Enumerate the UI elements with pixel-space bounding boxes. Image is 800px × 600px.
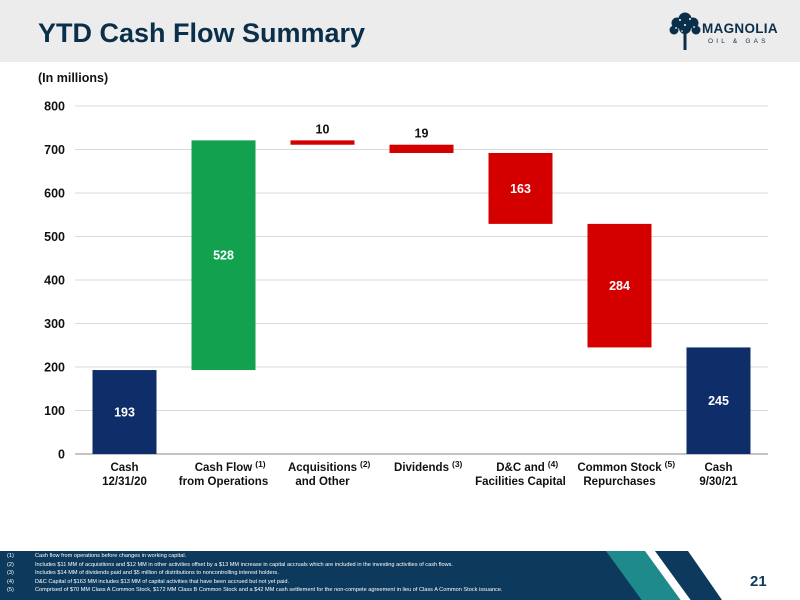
company-logo: MAGNOLIA OIL & GAS	[668, 10, 783, 54]
bar	[587, 223, 652, 348]
bar	[686, 347, 751, 454]
page-title: YTD Cash Flow Summary	[38, 18, 366, 48]
footnote-marker: (4)	[548, 459, 559, 469]
footnotes: (1) Cash flow from operations before chan…	[7, 552, 637, 595]
footnote: (1) Cash flow from operations before chan…	[7, 553, 187, 559]
category-label: 12/31/20	[102, 476, 147, 488]
footnote-marker: (2)	[360, 459, 371, 469]
data-label: 245	[708, 394, 729, 408]
category-label: Cash	[110, 462, 138, 474]
y-tick-label: 400	[44, 274, 65, 288]
footnote: (2) Includes $11 MM of acquisitions and $…	[7, 561, 453, 568]
y-tick-label: 0	[58, 448, 65, 462]
page-number: 21	[750, 573, 767, 590]
y-tick-label: 100	[44, 404, 65, 418]
y-tick-label: 200	[44, 361, 65, 375]
y-tick-label: 800	[44, 100, 65, 114]
footnote-marker: (1)	[255, 459, 266, 469]
category-label: Facilities Capital	[475, 476, 566, 488]
footnote-marker: (3)	[452, 459, 463, 469]
category-label: and Other	[295, 476, 350, 488]
bar	[191, 140, 256, 371]
bar	[290, 140, 355, 145]
y-tick-label: 500	[44, 230, 65, 244]
units-label: (In millions)	[38, 71, 109, 85]
category-label: from Operations	[179, 476, 268, 488]
y-tick-label: 300	[44, 317, 65, 331]
header-band	[0, 0, 800, 62]
data-label: 163	[510, 182, 531, 196]
waterfall-chart: 0 100 200 300 400 500 600 700 800 193 Cash 12/31/20…	[44, 100, 768, 488]
bar	[389, 144, 454, 153]
category-label: Acquisitions	[288, 462, 357, 474]
footnote: (4) D&C Capital of $163 MM includes $13 M…	[7, 578, 290, 585]
category-label: Cash	[704, 462, 732, 474]
data-label: 193	[114, 406, 135, 420]
logo-subtitle: OIL & GAS	[708, 38, 769, 45]
bar	[488, 152, 553, 224]
magnolia-tree-icon	[669, 12, 701, 50]
category-label: 9/30/21	[699, 476, 738, 488]
bar	[92, 370, 157, 454]
data-label: 19	[415, 127, 429, 141]
category-label: D&C and	[496, 462, 545, 474]
logo-name: MAGNOLIA	[702, 21, 778, 36]
data-label: 528	[213, 249, 234, 263]
category-label: Common Stock	[577, 462, 662, 474]
footnote-marker: (5)	[665, 459, 676, 469]
footnote: (5) Comprised of $70 MM Class A Common St…	[7, 587, 503, 594]
data-label: 284	[609, 279, 630, 293]
category-label: Repurchases	[583, 476, 655, 488]
category-label: Dividends	[394, 462, 449, 474]
footer-band	[0, 551, 800, 600]
category-label: Cash Flow	[195, 462, 253, 474]
data-label: 10	[316, 122, 330, 136]
y-tick-label: 700	[44, 143, 65, 157]
footnote: (3) Includes $14 MM of dividends paid and…	[7, 570, 279, 577]
y-tick-label: 600	[44, 187, 65, 201]
